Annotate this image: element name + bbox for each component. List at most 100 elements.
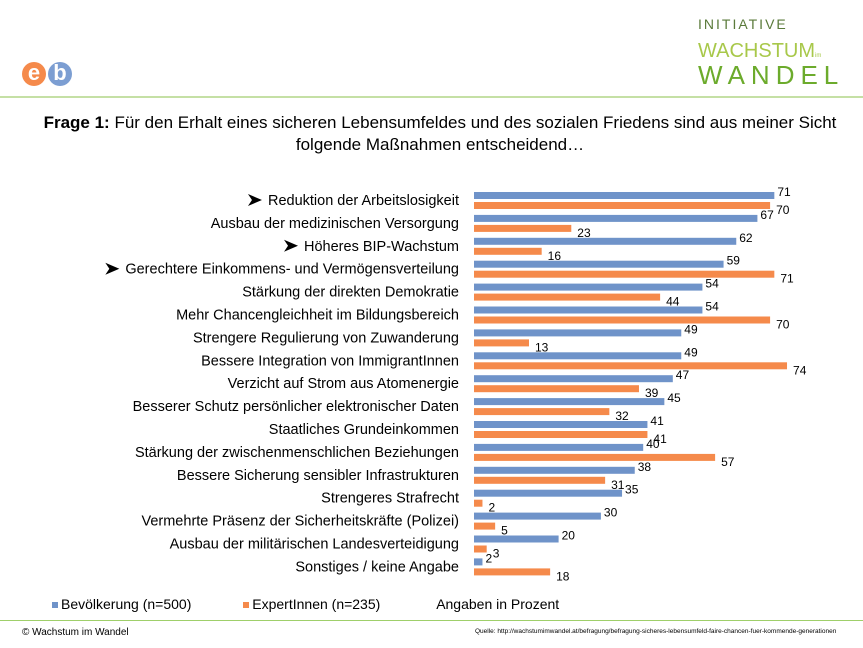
- bar-experten: [474, 385, 639, 393]
- bar-experten: [474, 431, 648, 438]
- bar-bevoelkerung: [474, 283, 703, 291]
- data-label: 31: [611, 478, 625, 492]
- bar-bevoelkerung: [474, 192, 775, 199]
- category-label: Höheres BIP-Wachstum: [304, 239, 459, 255]
- data-label: 71: [780, 272, 794, 286]
- brand-logo: INITIATIVE WACHSTUMim WANDEL: [698, 16, 845, 90]
- bar-bevoelkerung: [474, 489, 623, 497]
- legend-swatch: [52, 602, 58, 609]
- data-label: 47: [676, 368, 690, 382]
- data-label: 16: [548, 249, 562, 263]
- legend-label: Bevölkerung (n=500): [61, 596, 192, 612]
- legend-item-bevoelkerung: Bevölkerung (n=500): [52, 596, 215, 612]
- bar-experten: [474, 499, 483, 507]
- category-label: Reduktion der Arbeitslosigkeit: [268, 193, 459, 209]
- footer-source: Quelle: http://wachstumimwandel.at/befra…: [475, 628, 837, 635]
- bar-experten: [474, 316, 771, 324]
- bar-bevoelkerung: [474, 375, 673, 383]
- bar-bevoelkerung: [474, 306, 703, 314]
- data-label: 40: [646, 437, 660, 451]
- data-label: 30: [604, 506, 618, 520]
- data-label: 41: [650, 414, 664, 428]
- brand-line3: WANDEL: [698, 60, 845, 90]
- category-label: Strengeres Strafrecht: [321, 491, 459, 507]
- bar-experten: [474, 247, 542, 255]
- brand-small: im: [815, 53, 822, 59]
- title-text: Für den Erhalt eines sicheren Lebensumfe…: [109, 113, 837, 154]
- bar-bevoelkerung: [474, 237, 737, 245]
- legend: Bevölkerung (n=500) ExpertInnen (n=235) …: [52, 596, 583, 612]
- arrow-icon: [247, 194, 262, 206]
- bar-experten: [474, 476, 606, 484]
- category-label: Ausbau der militärischen Landesverteidig…: [170, 537, 459, 553]
- title-bold: Frage 1:: [43, 113, 110, 132]
- data-label: 70: [776, 318, 790, 332]
- footer-divider: [0, 620, 863, 621]
- data-label: 59: [727, 254, 741, 268]
- category-label: Stärkung der direkten Demokratie: [242, 285, 459, 301]
- bar-experten: [474, 568, 551, 576]
- bar-experten: [474, 408, 610, 416]
- arrow-icon: [105, 262, 120, 275]
- data-label: 32: [615, 409, 629, 423]
- bar-experten: [474, 362, 788, 370]
- data-label: 54: [705, 300, 719, 314]
- category-label: Bessere Sicherung sensibler Infrastruktu…: [177, 468, 459, 484]
- bar-bevoelkerung: [474, 398, 665, 406]
- data-label: 67: [760, 208, 774, 222]
- data-label: 41: [653, 432, 667, 446]
- bar-experten: [474, 270, 775, 278]
- bar-experten: [474, 522, 496, 530]
- category-label: Vermehrte Präsenz der Sicherheitskräfte …: [141, 514, 459, 530]
- bar-experten: [474, 453, 716, 461]
- category-label: Besserer Schutz persönlicher elektronisc…: [133, 399, 459, 415]
- data-label: 38: [638, 460, 652, 474]
- footer-copyright: © Wachstum im Wandel: [22, 627, 129, 638]
- bar-bevoelkerung: [474, 466, 635, 474]
- category-label: Gerechtere Einkommens- und Vermögensvert…: [125, 262, 459, 278]
- legend-label: ExpertInnen (n=235): [252, 596, 381, 612]
- logo-e: e: [22, 62, 46, 86]
- data-label: 74: [793, 363, 807, 377]
- data-label: 71: [777, 185, 791, 199]
- bar-experten: [474, 293, 661, 301]
- data-label: 2: [485, 551, 492, 565]
- data-label: 39: [645, 386, 659, 400]
- data-label: 62: [739, 231, 753, 245]
- category-label: Staatliches Grundeinkommen: [269, 422, 459, 438]
- unit-note: Angaben in Prozent: [436, 596, 560, 612]
- bar-bevoelkerung: [474, 535, 559, 543]
- data-label: 20: [562, 529, 576, 543]
- category-label: Mehr Chancengleichheit im Bildungsbereic…: [176, 308, 459, 324]
- bar-bevoelkerung: [474, 443, 644, 451]
- category-label: Stärkung der zwischenmenschlichen Bezieh…: [135, 445, 459, 461]
- data-label: 57: [721, 455, 735, 469]
- data-label: 44: [666, 295, 680, 309]
- data-label: 13: [535, 340, 549, 354]
- data-label: 5: [501, 524, 508, 538]
- brand-line1: INITIATIVE: [698, 16, 788, 32]
- brand-line2: WACHSTUM: [698, 40, 816, 62]
- arrow-icon: [284, 239, 299, 252]
- page-title: Frage 1: Für den Erhalt eines sicheren L…: [40, 112, 840, 156]
- category-label: Strengere Regulierung von Zuwanderung: [193, 330, 459, 346]
- data-label: 23: [577, 226, 591, 240]
- data-label: 45: [667, 391, 681, 405]
- legend-swatch: [243, 602, 250, 609]
- bar-experten: [474, 202, 771, 209]
- bar-bevoelkerung: [474, 421, 648, 428]
- category-label: Verzicht auf Strom aus Atomenergie: [228, 376, 459, 392]
- data-label: 70: [776, 203, 790, 217]
- data-label: 49: [684, 345, 698, 359]
- bar-experten: [474, 545, 487, 553]
- bar-bevoelkerung: [474, 329, 682, 337]
- legend-item-experten: ExpertInnen (n=235): [243, 596, 404, 612]
- bar-bevoelkerung: [474, 558, 483, 566]
- bar-bevoelkerung: [474, 352, 682, 360]
- data-label: 35: [625, 483, 639, 497]
- category-label: Ausbau der medizinischen Versorgung: [211, 216, 459, 232]
- data-label: 49: [684, 322, 698, 336]
- bar-bevoelkerung: [474, 512, 601, 520]
